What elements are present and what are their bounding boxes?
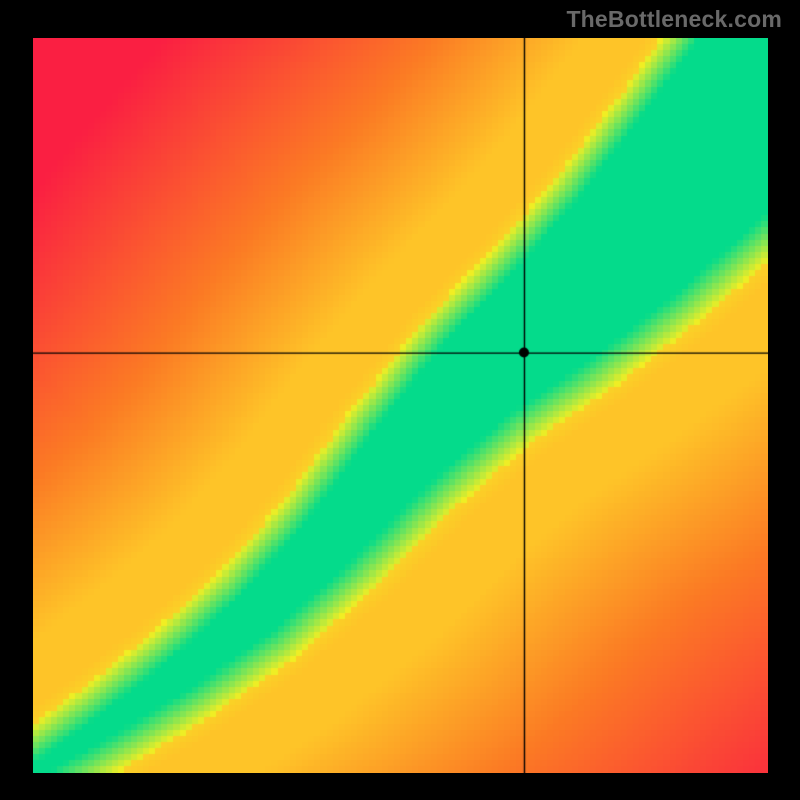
- watermark-text: TheBottleneck.com: [566, 6, 782, 33]
- bottleneck-heatmap: [33, 38, 768, 773]
- chart-frame: TheBottleneck.com: [0, 0, 800, 800]
